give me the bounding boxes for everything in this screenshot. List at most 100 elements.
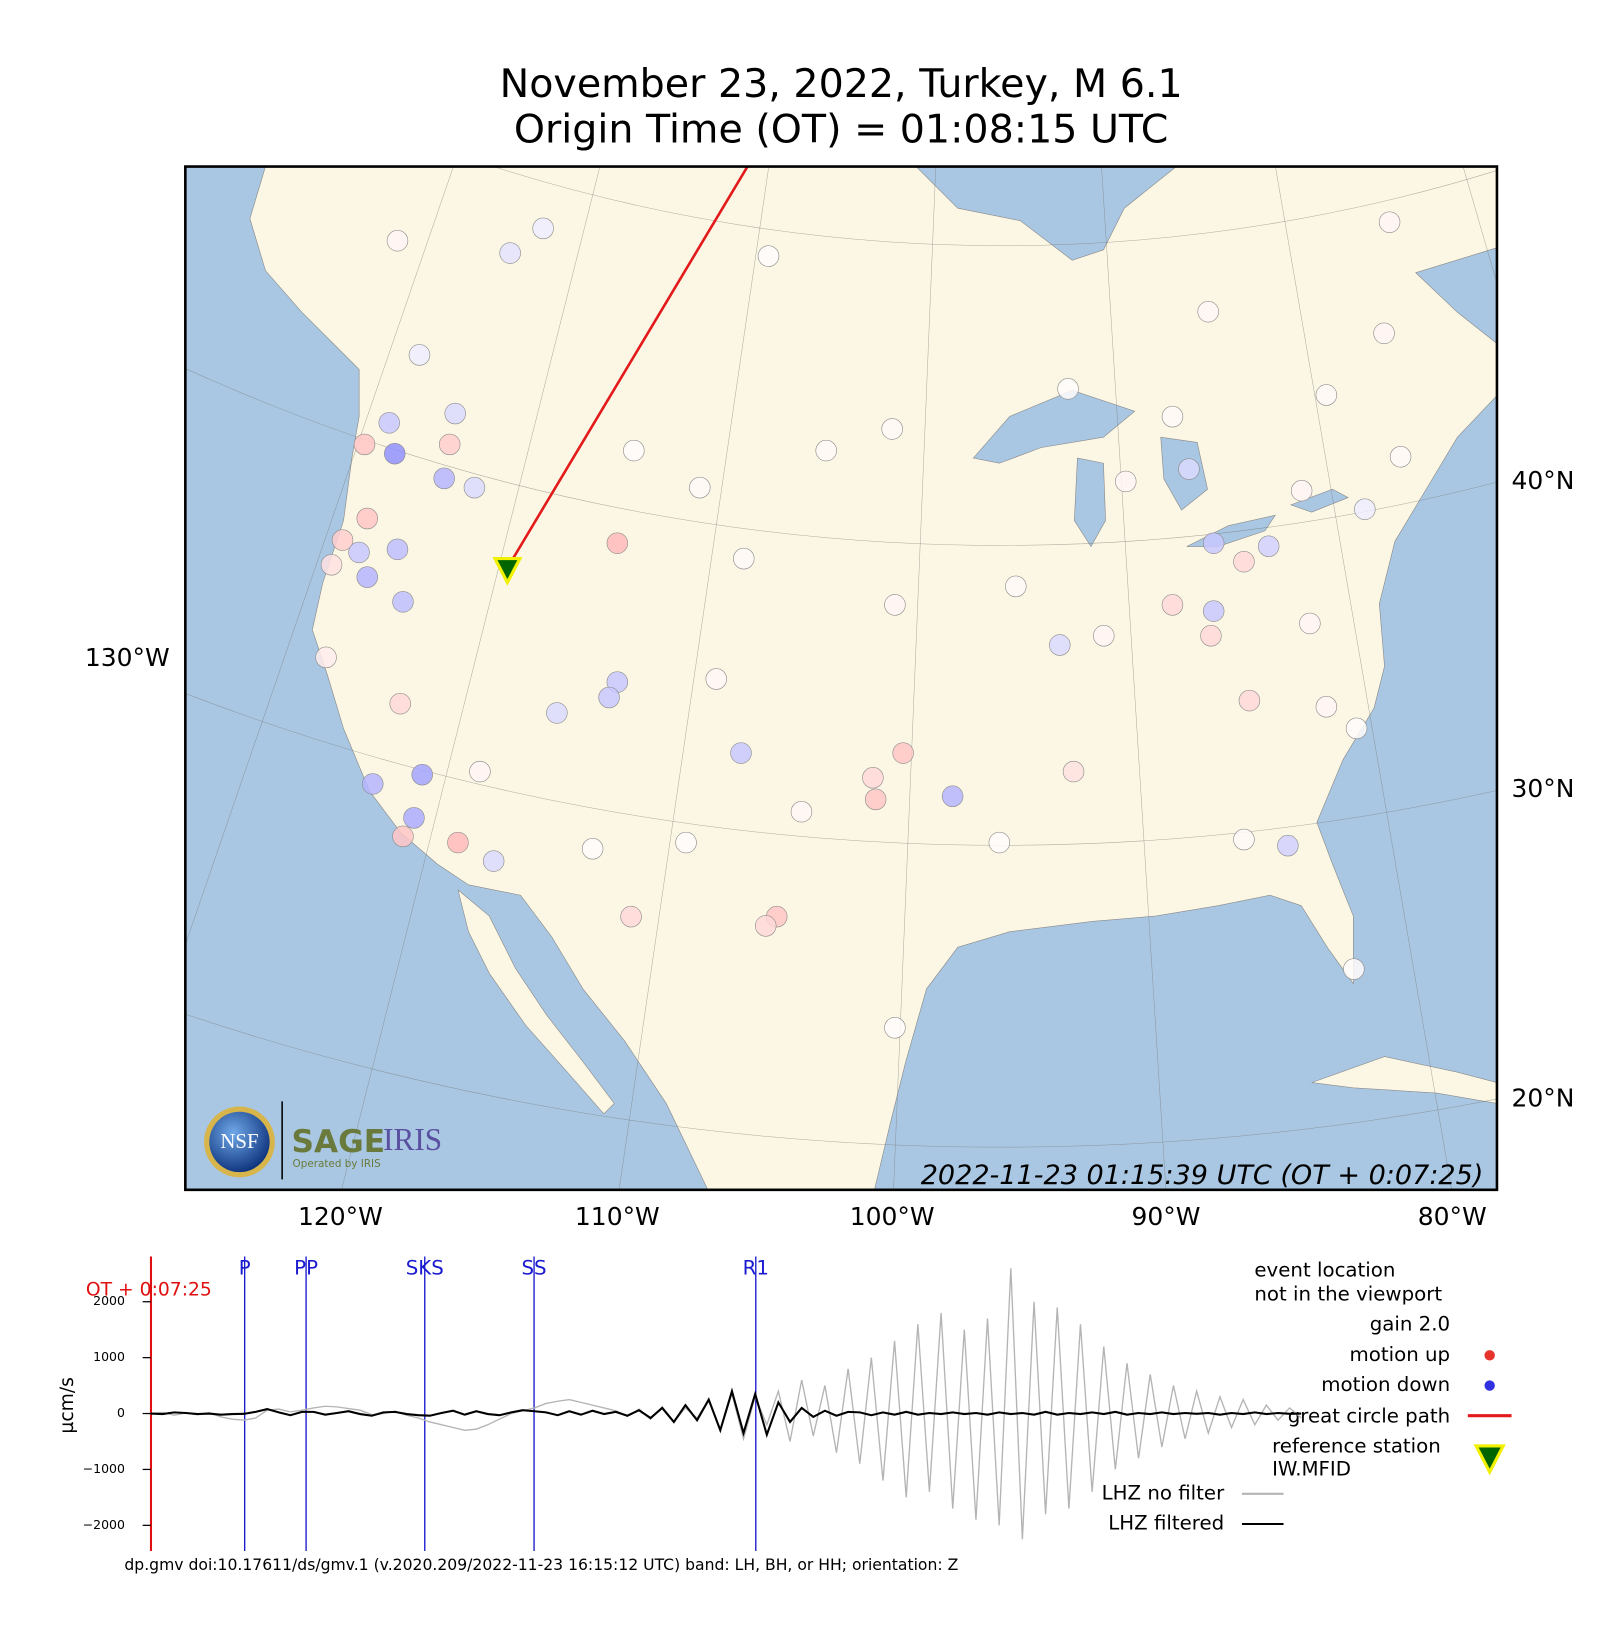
map [185,166,1497,1190]
station [864,788,887,811]
station [482,850,505,872]
station [1202,600,1225,622]
station [884,1017,906,1039]
station [1315,696,1338,718]
lake-michigan [1074,457,1106,548]
station [598,686,620,709]
station [988,831,1011,854]
lon-label: 80°W [1418,1202,1487,1231]
station [623,439,645,462]
station [499,242,521,264]
station [353,433,376,456]
phase-label: SS [522,1256,547,1279]
trace [150,1387,1302,1439]
cuba [1311,1056,1497,1104]
footer: dp.gmv doi:10.17611/ds/gmv.1 (v.2020.209… [124,1556,958,1574]
station [620,905,642,928]
legend-text: reference station [1272,1434,1441,1457]
station [1202,532,1225,554]
station [320,554,343,576]
station [790,800,813,823]
station [408,344,431,366]
station [1257,535,1280,557]
station [1233,550,1255,573]
station [705,668,727,690]
lat-label: 20°N [1512,1083,1575,1112]
station [881,418,903,440]
station [1115,470,1137,493]
subtitle: Origin Time (OT) = 01:08:15 UTC [514,107,1168,153]
y-tick-label: 0 [117,1405,125,1420]
nsf-globe [209,1111,270,1173]
station [463,476,486,499]
station [1315,384,1338,406]
station [532,217,554,240]
station [815,439,837,462]
station [757,245,780,267]
station [392,591,414,613]
meridian [185,166,454,946]
station [438,433,461,456]
inland-water [915,166,1497,548]
station [1062,760,1085,783]
station [1161,405,1184,428]
station [606,532,629,554]
baja [457,889,615,1115]
station [546,702,568,724]
station [356,566,378,588]
station [1233,828,1255,851]
station [315,646,337,669]
station [733,547,755,570]
lat-label: 40°N [1512,466,1575,495]
station [403,807,425,829]
map-frame [184,165,1499,1192]
station [1343,958,1365,980]
station [356,507,378,530]
station [1389,446,1412,468]
y-tick-label: 2000 [93,1293,125,1308]
station [1373,322,1395,345]
station [730,742,752,764]
station [384,442,406,465]
station [1277,834,1299,857]
station [689,476,711,499]
station [1093,625,1115,647]
lake-superior [972,390,1136,464]
meridian [1101,166,1167,1190]
lon-label: 120°W [298,1202,383,1231]
great-circle-path [506,166,749,569]
y-axis-label: µcm/s [57,1377,78,1434]
meridian [1275,166,1452,1190]
station [941,785,964,807]
station [1290,479,1313,502]
meridian [893,166,937,1190]
legend-text: great circle path [1288,1404,1450,1427]
y-tick-label: 1000 [93,1349,125,1364]
station [433,467,455,490]
legend-text: motion down [1321,1373,1450,1396]
legend-text: IW.MFID [1272,1457,1351,1480]
nsf-text: NSF [220,1129,258,1153]
legend-text: LHZ no filter [1102,1481,1225,1504]
station [1354,498,1376,520]
legend-text: not in the viewport [1254,1282,1442,1305]
lake-ontario [1289,488,1349,513]
lon-label: 130°W [85,643,170,672]
legend-text: event location [1254,1259,1395,1282]
legend-down-dot [1484,1380,1495,1391]
lon-label: 110°W [575,1202,660,1231]
y-tick-label: −1000 [83,1461,125,1476]
station [1378,211,1401,233]
y-tick-label: −2000 [83,1517,125,1532]
station [386,538,409,561]
legend-text: gain 2.0 [1370,1313,1450,1336]
station [1161,594,1184,616]
iris-text: IRIS [383,1122,442,1157]
station [392,825,414,848]
station [1238,689,1261,712]
station [378,412,400,434]
station [447,831,469,854]
lon-label: 100°W [850,1202,935,1231]
station [1200,625,1222,647]
